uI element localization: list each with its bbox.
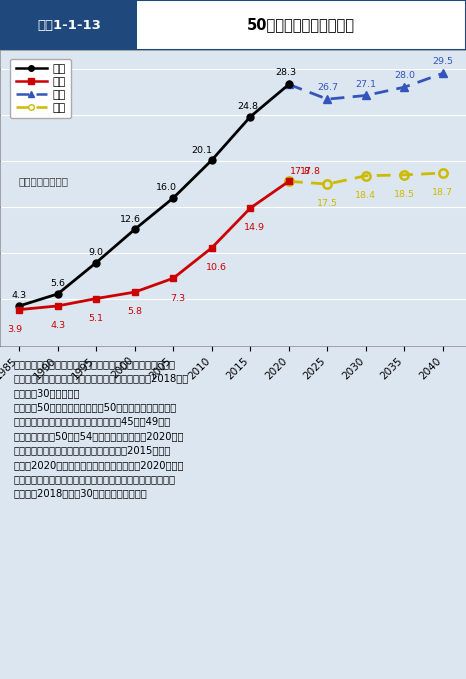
Text: 7.3: 7.3: [170, 293, 185, 303]
Text: 18.5: 18.5: [394, 190, 415, 199]
Text: 28.3: 28.3: [275, 69, 297, 77]
Text: 24.8: 24.8: [237, 102, 258, 111]
Text: 4.3: 4.3: [12, 291, 27, 300]
Text: 20.1: 20.1: [192, 145, 212, 155]
Text: 29.5: 29.5: [432, 58, 453, 67]
Text: 5.1: 5.1: [89, 314, 104, 323]
Text: 14.9: 14.9: [244, 223, 265, 232]
Text: 4.3: 4.3: [50, 321, 65, 330]
Legend: 男性, 女性, 男性, 女性: 男性, 女性, 男性, 女性: [10, 59, 71, 118]
Text: 3.9: 3.9: [7, 325, 23, 334]
Text: 5.8: 5.8: [127, 308, 142, 316]
Text: 18.7: 18.7: [432, 188, 453, 198]
Text: 28.0: 28.0: [394, 71, 415, 80]
Text: 17.8: 17.8: [300, 167, 321, 176]
Text: 26.7: 26.7: [317, 84, 338, 92]
Text: 50歳時の未婚割合の推移: 50歳時の未婚割合の推移: [247, 18, 355, 33]
Text: 9.0: 9.0: [89, 248, 104, 257]
Text: 5.6: 5.6: [50, 279, 65, 289]
Text: 12.6: 12.6: [120, 215, 141, 224]
Text: 資料：国立社会保障・人口問題研究所『人口統計資料集』、
　　　『日本の世帯数の将来推計（全国推計）』（2018（平
　　　成30）年推計）
（注）　50歳時の未: 資料：国立社会保障・人口問題研究所『人口統計資料集』、 『日本の世帯数の将来推計…: [14, 359, 189, 498]
Bar: [137, 0, 466, 50]
Text: 10.6: 10.6: [206, 263, 226, 272]
Text: 図表1-1-13: 図表1-1-13: [37, 18, 101, 32]
Text: 17.8: 17.8: [289, 167, 310, 176]
Text: 18.4: 18.4: [356, 191, 377, 200]
Text: 27.1: 27.1: [356, 79, 377, 88]
Text: 17.5: 17.5: [317, 200, 338, 208]
Text: （点線は推計値）: （点線は推計値）: [19, 176, 69, 186]
Bar: [0, 0, 137, 50]
Text: 16.0: 16.0: [156, 183, 177, 192]
